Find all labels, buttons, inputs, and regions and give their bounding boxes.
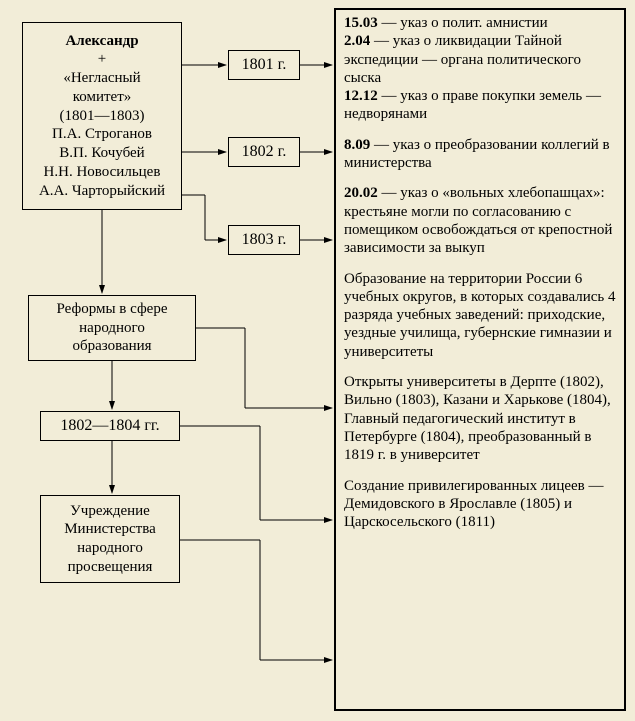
period-label: 1802—1804 гг. [60, 416, 159, 436]
ministry-l2: Министерства [64, 520, 156, 539]
right-p4: 8.09 — указ о преобразовании коллегий в … [344, 136, 616, 173]
reforms-l2: народного [79, 319, 145, 338]
right-p1a: 15.03 [344, 15, 378, 31]
right-p4b: — указ о преобразовании коллегий в минис… [344, 137, 610, 171]
committee-sub2: комитет» [73, 88, 132, 107]
committee-m2: В.П. Кочубей [59, 144, 144, 163]
year-1803-label: 1803 г. [242, 230, 287, 250]
committee-sub1: «Негласный [63, 69, 140, 88]
reforms-l3: образования [72, 337, 151, 356]
reforms-box: Реформы в сфере народного образования [28, 295, 196, 361]
right-p6: Образование на территории России 6 учебн… [344, 270, 616, 361]
right-p4a: 8.09 [344, 137, 370, 153]
ministry-l3: народного [77, 539, 143, 558]
ministry-l4: просвещения [68, 558, 153, 577]
right-p7: Открыты университеты в Дерпте (1802), Ви… [344, 373, 616, 464]
right-p5a: 20.02 [344, 185, 378, 201]
year-1803-box: 1803 г. [228, 225, 300, 255]
right-panel: 15.03 — указ о полит. амнистии 2.04 — ук… [334, 8, 626, 711]
right-p2a: 2.04 [344, 33, 370, 49]
right-p5: 20.02 — указ о «вольных хлебопашцах»: кр… [344, 184, 616, 257]
right-p2b: — указ о ликвидации Тайной экспедиции — … [344, 33, 581, 86]
reforms-l1: Реформы в сфере [56, 300, 167, 319]
right-p1b: — указ о полит. амнистии [378, 15, 548, 31]
ministry-box: Учреждение Министерства народного просве… [40, 495, 180, 583]
year-1801-label: 1801 г. [242, 55, 287, 75]
committee-title: Александр [65, 32, 138, 51]
year-1802-box: 1802 г. [228, 137, 300, 167]
year-1802-label: 1802 г. [242, 142, 287, 162]
committee-years: (1801—1803) [60, 107, 145, 126]
right-p3a: 12.12 [344, 88, 378, 104]
committee-box: Александр + «Негласный комитет» (1801—18… [22, 22, 182, 210]
right-p3b: — указ о праве покупки земель — недворян… [344, 88, 601, 122]
right-p1: 15.03 — указ о полит. амнистии 2.04 — ук… [344, 14, 616, 124]
committee-m3: Н.Н. Новосильцев [44, 163, 161, 182]
right-p8: Создание привилегированных лицеев — Деми… [344, 477, 616, 532]
committee-plus: + [98, 50, 106, 69]
year-1801-box: 1801 г. [228, 50, 300, 80]
committee-m1: П.А. Строганов [52, 125, 152, 144]
ministry-l1: Учреждение [70, 502, 150, 521]
right-p5b: — указ о «вольных хлебопашцах»: крестьян… [344, 185, 612, 256]
committee-m4: А.А. Чарторыйский [39, 182, 165, 201]
period-box: 1802—1804 гг. [40, 411, 180, 441]
